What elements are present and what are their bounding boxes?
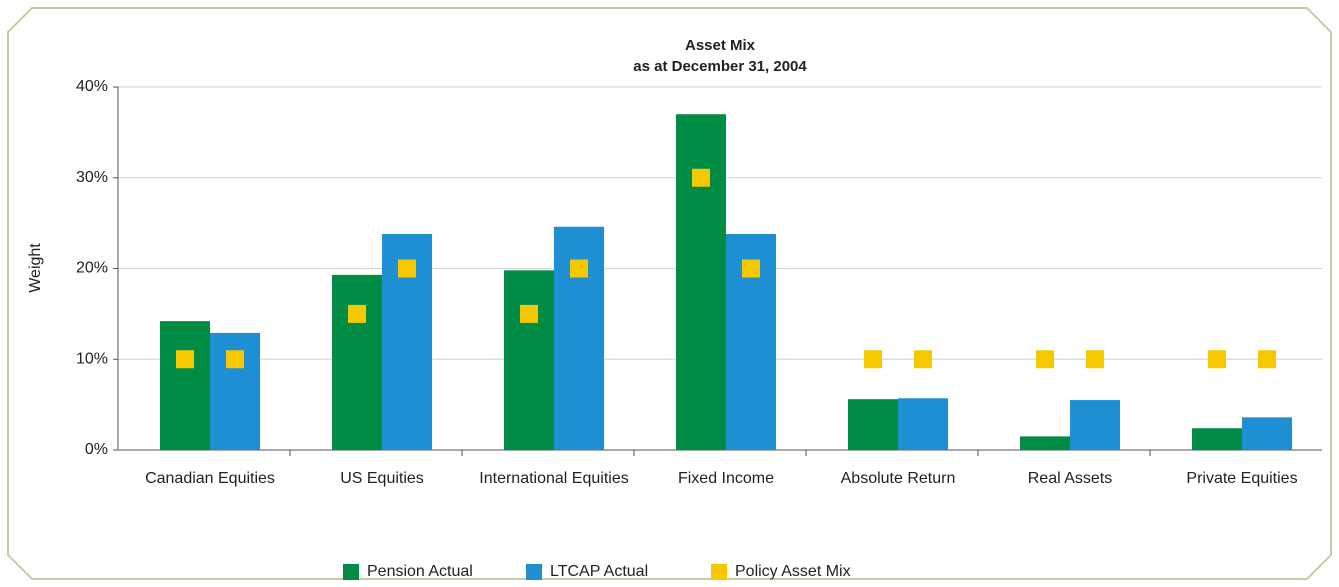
y-tick-label: 20%: [76, 260, 108, 277]
marker: [692, 168, 710, 187]
bar: [898, 398, 948, 450]
bar: [1242, 417, 1292, 450]
y-tick-label: 0%: [85, 441, 108, 458]
bar: [1192, 428, 1242, 450]
marker: [176, 350, 194, 369]
marker: [348, 304, 366, 323]
marker: [1258, 350, 1276, 369]
y-tick-label: 30%: [76, 169, 108, 186]
legend-swatch: [526, 564, 542, 580]
bar: [1070, 400, 1120, 450]
marker: [1086, 350, 1104, 369]
marker: [742, 259, 760, 278]
marker: [1208, 350, 1226, 369]
legend-swatch: [711, 564, 727, 580]
marker: [520, 304, 538, 323]
frame: [7, 7, 1332, 580]
marker: [864, 350, 882, 369]
bar: [848, 399, 898, 450]
chart-title: Asset Mix: [685, 37, 756, 54]
legend-label: Policy Asset Mix: [735, 563, 851, 580]
marker: [226, 350, 244, 369]
y-tick-label: 10%: [76, 350, 108, 367]
x-tick-label: Canadian Equities: [145, 470, 275, 487]
bar: [504, 270, 554, 450]
y-tick-label: 40%: [76, 78, 108, 95]
marker: [1036, 350, 1054, 369]
x-tick-label: Private Equities: [1186, 470, 1298, 487]
marker: [914, 350, 932, 369]
x-tick-label: Real Assets: [1027, 470, 1113, 487]
y-axis-label: Weight: [27, 243, 44, 293]
bar: [1020, 436, 1070, 450]
chart-subtitle: as at December 31, 2004: [633, 58, 807, 75]
bar: [676, 114, 726, 450]
legend-label: Pension Actual: [367, 563, 473, 580]
legend-swatch: [343, 564, 359, 580]
legend-label: LTCAP Actual: [550, 563, 648, 580]
x-tick-label: Fixed Income: [677, 470, 775, 487]
bar: [332, 274, 382, 450]
marker: [398, 259, 416, 278]
x-tick-label: International Equities: [479, 470, 629, 487]
bar: [160, 321, 210, 450]
x-tick-label: US Equities: [340, 470, 424, 487]
marker: [570, 259, 588, 278]
x-tick-label: Absolute Return: [840, 470, 956, 487]
